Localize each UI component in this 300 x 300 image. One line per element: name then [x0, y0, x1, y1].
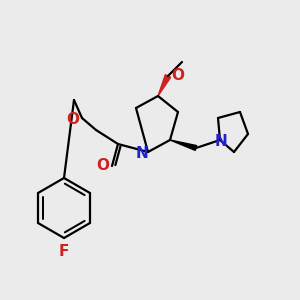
Text: N: N: [214, 134, 227, 149]
Text: O: O: [67, 112, 80, 128]
Polygon shape: [170, 140, 197, 150]
Polygon shape: [158, 75, 171, 96]
Text: F: F: [59, 244, 69, 259]
Text: O: O: [97, 158, 110, 172]
Text: N: N: [136, 146, 148, 161]
Text: O: O: [172, 68, 184, 82]
